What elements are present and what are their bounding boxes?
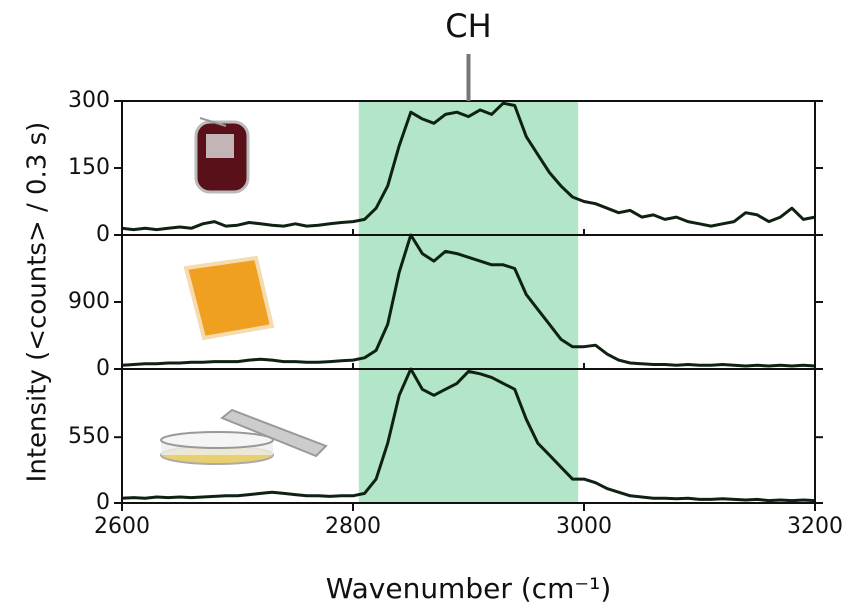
spectrum-line bbox=[121, 367, 816, 503]
x-axis-label: Wavenumber (cm⁻¹) bbox=[326, 572, 612, 605]
highlight-band bbox=[358, 101, 579, 235]
y-tick-label: 150 bbox=[68, 155, 110, 180]
blood-bag-icon bbox=[194, 117, 250, 194]
y-tick-label: 550 bbox=[68, 424, 110, 449]
plot-frame bbox=[121, 368, 816, 504]
y-tick-label: 0 bbox=[96, 490, 110, 515]
plasma-bag-icon bbox=[183, 255, 275, 341]
x-tick-label: 3000 bbox=[556, 514, 612, 539]
y-axis-label: Intensity (<counts> / 0.3 s) bbox=[23, 122, 53, 483]
y-tick-label: 300 bbox=[68, 88, 110, 113]
x-tick-label: 2600 bbox=[94, 514, 150, 539]
highlight-band bbox=[358, 369, 579, 503]
spectrum-line bbox=[121, 101, 816, 232]
x-tick-label: 2800 bbox=[325, 514, 381, 539]
y-tick-label: 900 bbox=[68, 289, 110, 314]
petri-dish-icon bbox=[160, 408, 328, 465]
y-tick-label: 0 bbox=[96, 222, 110, 247]
x-tick-label: 3200 bbox=[787, 514, 843, 539]
y-tick-label: 0 bbox=[96, 356, 110, 381]
annotation-label: CH bbox=[445, 7, 491, 45]
spectrum-line bbox=[121, 233, 816, 368]
